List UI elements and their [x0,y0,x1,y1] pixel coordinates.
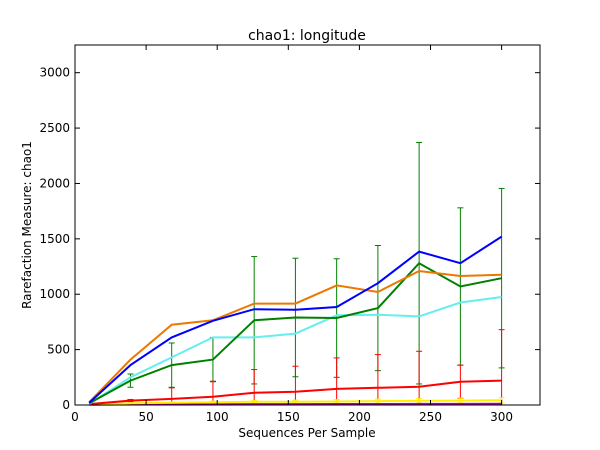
y-tick-label: 3000 [39,66,70,80]
y-tick-label: 0 [62,398,70,412]
x-tick-label: 100 [206,410,229,424]
y-axis-label: Rarefaction Measure: chao1 [20,141,34,309]
series-line [89,399,502,406]
series-line [88,261,502,405]
series-line [89,379,502,406]
plot-area: 0 50 100 150 200 250 3000500100015002000250030… [39,44,541,424]
y-tick-label: 1500 [39,232,70,246]
x-tick-label: 300 [490,410,513,424]
plot-frame [74,44,541,406]
series-line [88,269,502,403]
x-tick-label: 50 [138,410,153,424]
y-tick-label: 1000 [39,287,70,301]
x-axis-label: Sequences Per Sample [238,426,375,440]
x-tick-label: 150 [277,410,300,424]
y-tick-label: 2500 [39,121,70,135]
chart-title: chao1: longitude [248,28,366,44]
series-line [89,402,502,406]
x-tick-label: 200 [348,410,371,424]
y-tick-label: 500 [47,343,70,357]
series-line [88,235,503,404]
series-line [88,296,502,405]
x-tick-label: 0 [71,410,79,424]
x-tick-label: 250 [419,410,442,424]
y-tick-label: 2000 [39,176,70,190]
